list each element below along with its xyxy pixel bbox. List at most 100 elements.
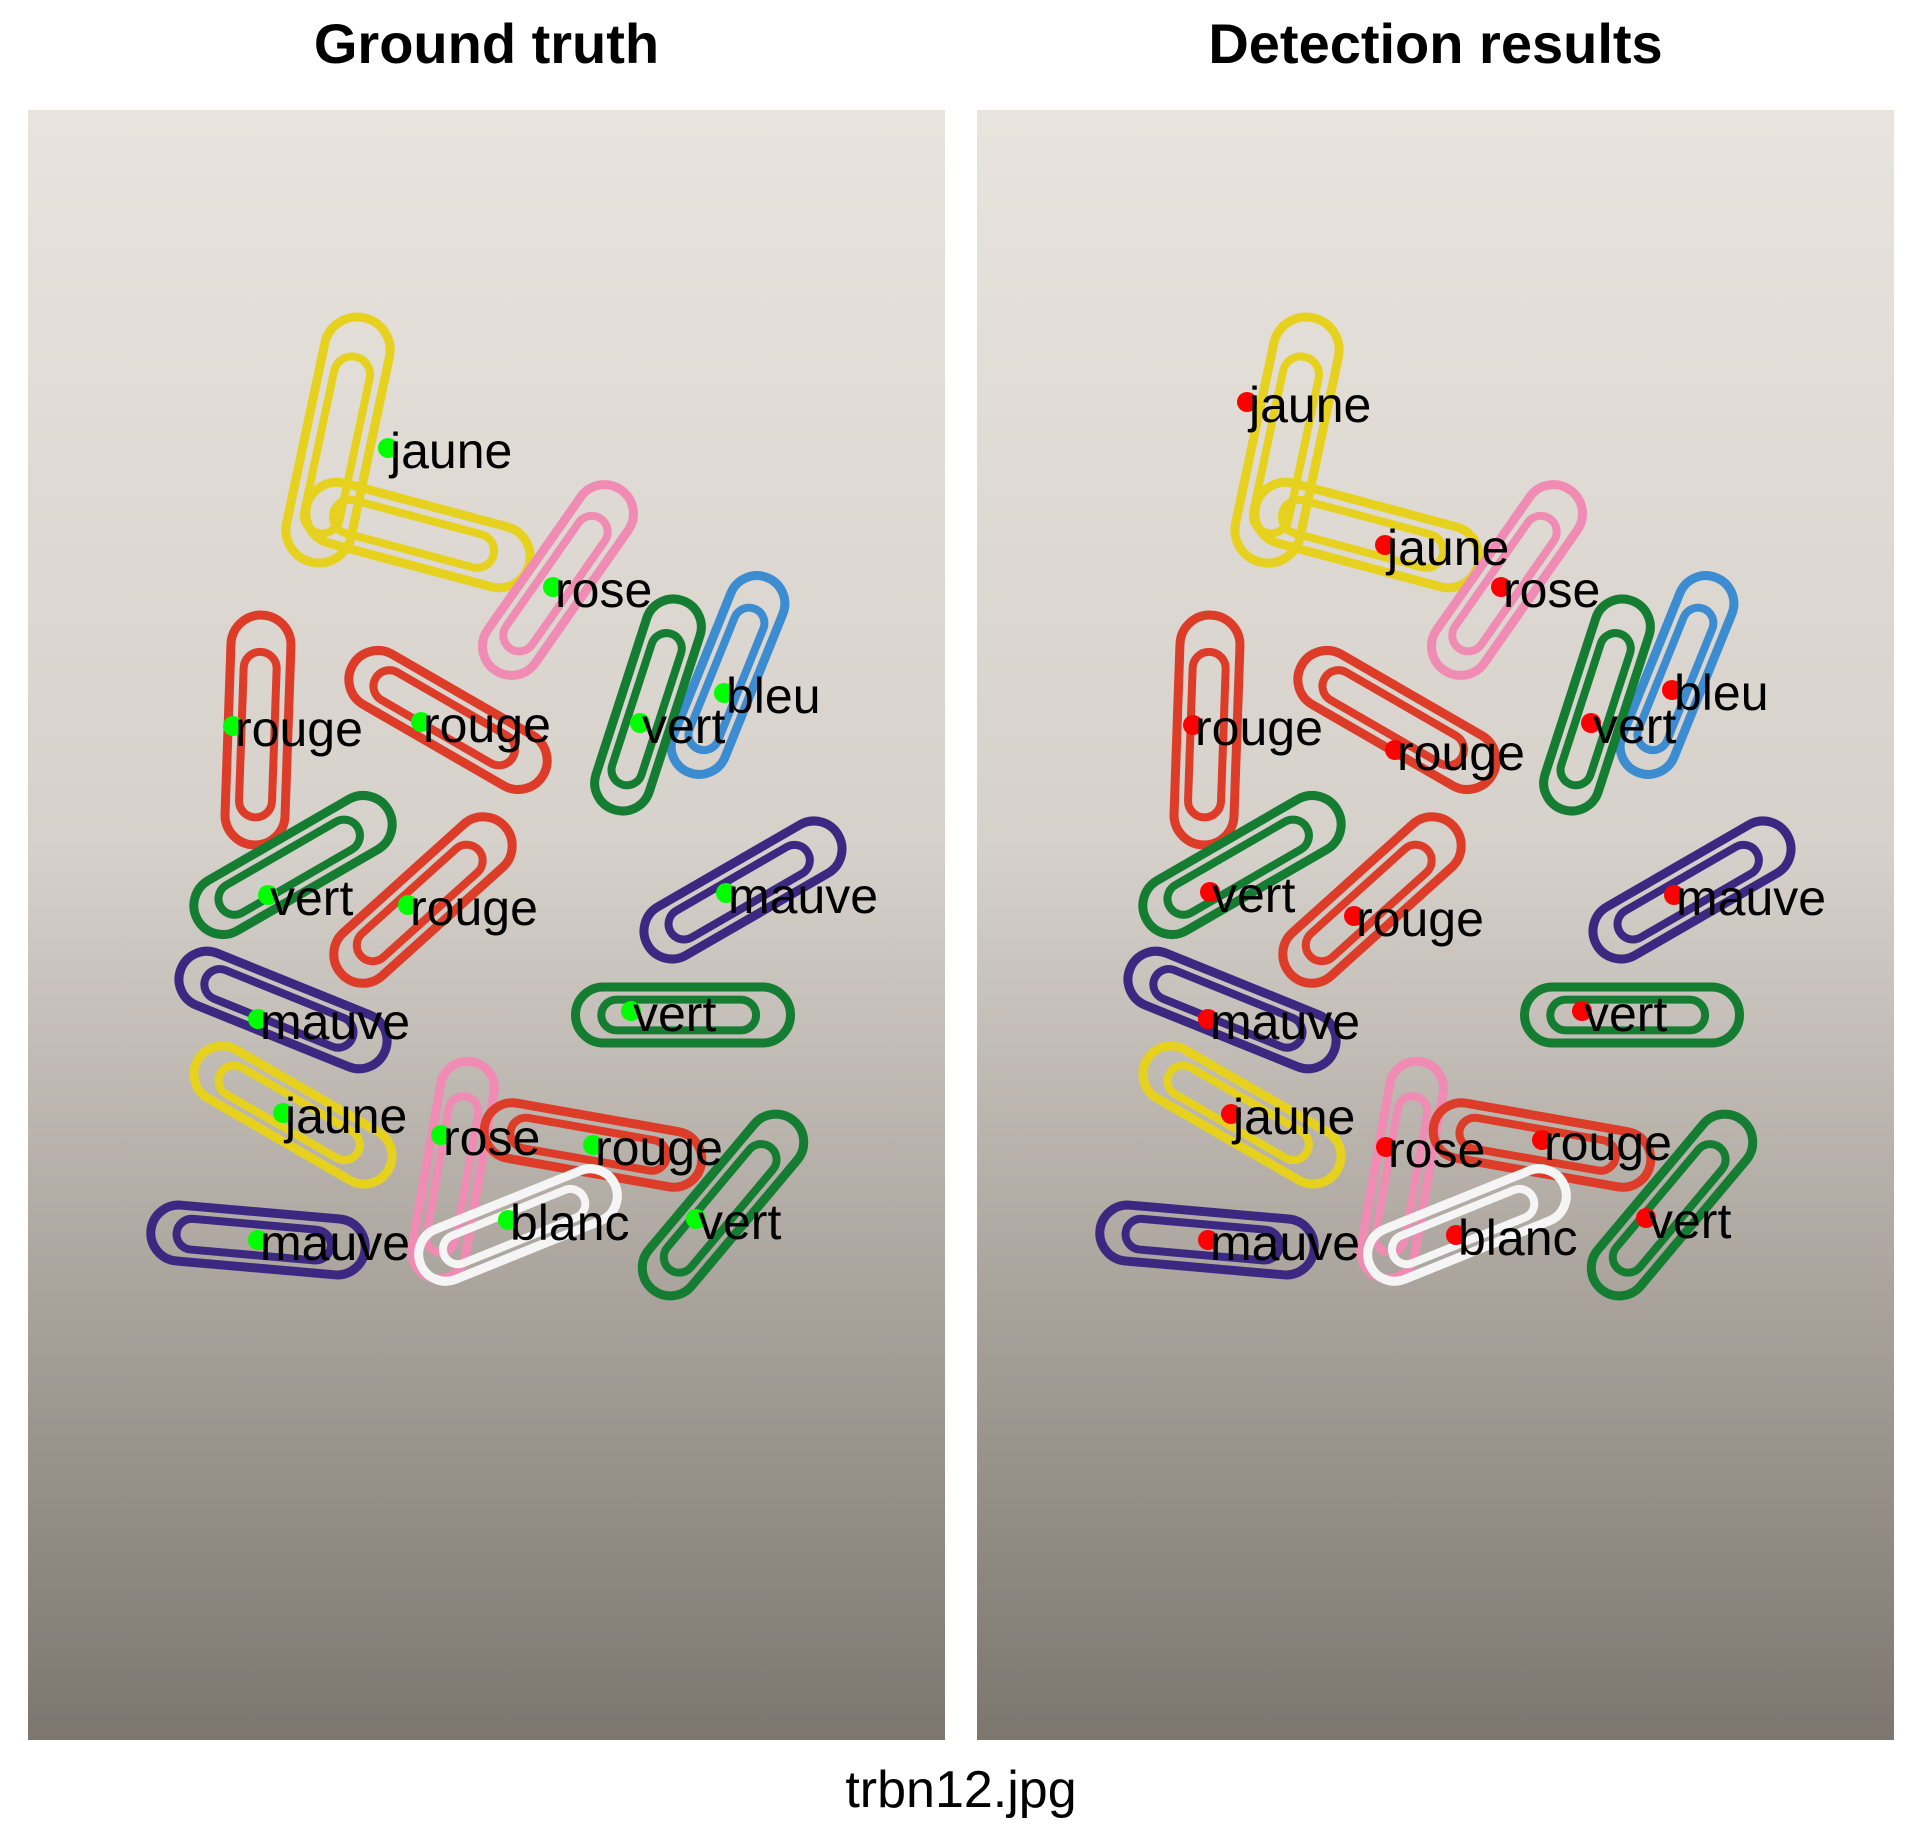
paperclip-bleu (666, 571, 790, 779)
ground-truth-title: Ground truth (313, 12, 660, 75)
ground-truth-label-vert: vert (642, 698, 726, 754)
detection-results-title: Detection results (1208, 12, 1663, 75)
paperclip-mauve (146, 1200, 370, 1280)
ground-truth-label-blanc: blanc (510, 1195, 630, 1251)
paperclip-rouge (1293, 646, 1501, 794)
ground-truth-photo: jaune rose bleu rouge rouge vert vert rouge mauv… (28, 110, 945, 1740)
ground-truth-marker-dot (543, 577, 563, 597)
paperclip-blanc (1363, 1164, 1571, 1286)
detection-marker-dot (1491, 577, 1511, 597)
ground-truth-marker-dot (378, 438, 398, 458)
detection-label-vert: vert (1584, 986, 1668, 1042)
ground-truth-marker-dot (273, 1103, 293, 1123)
paperclip-rouge (329, 812, 517, 988)
ground-truth-label-vert: vert (270, 870, 354, 926)
paperclip-mauve (639, 816, 847, 964)
paperclip-vert (1586, 1109, 1758, 1301)
ground-truth-label-rouge: rouge (410, 880, 538, 936)
ground-truth-label-rouge: rouge (423, 697, 551, 753)
image-filename-caption: trbn12.jpg (845, 1761, 1077, 1819)
detection-marker-dot (1532, 1130, 1552, 1150)
detection-marker-dot (1237, 392, 1257, 412)
detection-label-rouge: rouge (1195, 700, 1323, 756)
paperclip-vert (1539, 594, 1655, 816)
detection-label-mauve: mauve (1210, 994, 1361, 1050)
detection-label-rose: rose (1388, 1122, 1486, 1178)
ground-truth-marker-dot (431, 1125, 451, 1145)
detection-marker-dot (1636, 1208, 1656, 1228)
ground-truth-photo-canvas (28, 110, 945, 1740)
paperclip-vert (1520, 982, 1744, 1048)
detection-label-vert: vert (1648, 1193, 1732, 1249)
ground-truth-label-rose: rose (555, 562, 653, 618)
ground-truth-marker-dot (258, 885, 278, 905)
ground-truth-label-jaune: jaune (390, 423, 513, 479)
detection-marker-dot (1581, 713, 1601, 733)
paperclip-jaune (1138, 1041, 1346, 1189)
detection-results-photo: jaune jaune rose bleu rouge rouge vert vert roug… (977, 110, 1894, 1740)
ground-truth-label-rouge: rouge (235, 701, 363, 757)
paperclip-mauve (1588, 816, 1796, 964)
paperclip-rose (1427, 480, 1587, 680)
detection-label-mauve: mauve (1210, 1215, 1361, 1271)
paperclip-rouge (1278, 812, 1466, 988)
detection-label-bleu: bleu (1674, 665, 1769, 721)
detection-label-mauve: mauve (1676, 870, 1827, 926)
detection-label-blanc: blanc (1458, 1210, 1578, 1266)
detection-marker-dot (1664, 885, 1684, 905)
detection-marker-dot (1572, 1001, 1592, 1021)
detection-marker-dot (1376, 1137, 1396, 1157)
paperclip-bleu (1615, 571, 1739, 779)
detection-marker-dot (1198, 1009, 1218, 1029)
paperclip-mauve (174, 946, 392, 1074)
ground-truth-marker-dot (621, 1001, 641, 1021)
ground-truth-label-rouge: rouge (595, 1120, 723, 1176)
paperclip-jaune (189, 1041, 397, 1189)
paperclip-mauve (1095, 1200, 1319, 1280)
ground-truth-marker-dot (248, 1009, 268, 1029)
ground-truth-label-rose: rose (443, 1110, 541, 1166)
detection-label-jaune: jaune (1233, 1089, 1356, 1145)
paperclip-vert (571, 982, 795, 1048)
detection-marker-dot (1446, 1225, 1466, 1245)
ground-truth-marker-dot (398, 895, 418, 915)
detection-photo-canvas (977, 110, 1894, 1740)
detection-label-rouge: rouge (1397, 725, 1525, 781)
paperclip-vert (189, 791, 397, 939)
detection-label-rouge: rouge (1544, 1115, 1672, 1171)
ground-truth-label-vert: vert (633, 986, 717, 1042)
detection-marker-dot (1344, 906, 1364, 926)
detection-label-jaune: jaune (1249, 377, 1372, 433)
paperclip-vert (637, 1109, 809, 1301)
ground-truth-marker-dot (498, 1210, 518, 1230)
ground-truth-label-jaune: jaune (285, 1088, 408, 1144)
detection-marker-dot (1183, 715, 1203, 735)
ground-truth-label-vert: vert (698, 1194, 782, 1250)
detection-label-rouge: rouge (1356, 891, 1484, 947)
paperclip-vert (590, 594, 706, 816)
ground-truth-label-mauve: mauve (728, 868, 879, 924)
ground-truth-marker-dot (223, 716, 243, 736)
paper-background (28, 110, 945, 1740)
ground-truth-label-mauve: mauve (260, 1215, 411, 1271)
paperclip-rouge (344, 646, 552, 794)
ground-truth-marker-dot (583, 1135, 603, 1155)
detection-marker-dot (1385, 740, 1405, 760)
paperclip-vert (1138, 791, 1346, 939)
paperclip-rose (478, 480, 638, 680)
ground-truth-marker-dot (630, 713, 650, 733)
ground-truth-label-mauve: mauve (260, 994, 411, 1050)
detection-marker-dot (1662, 680, 1682, 700)
detection-label-vert: vert (1593, 698, 1677, 754)
detection-marker-dot (1221, 1104, 1241, 1124)
detection-marker-dot (1200, 882, 1220, 902)
detection-marker-dot (1198, 1230, 1218, 1250)
ground-truth-label-bleu: bleu (726, 668, 821, 724)
ground-truth-marker-dot (716, 883, 736, 903)
paperclip-mauve (1123, 946, 1341, 1074)
ground-truth-marker-dot (411, 712, 431, 732)
ground-truth-marker-dot (714, 683, 734, 703)
ground-truth-marker-dot (248, 1230, 268, 1250)
paper-background (977, 110, 1894, 1740)
ground-truth-marker-dot (686, 1209, 706, 1229)
